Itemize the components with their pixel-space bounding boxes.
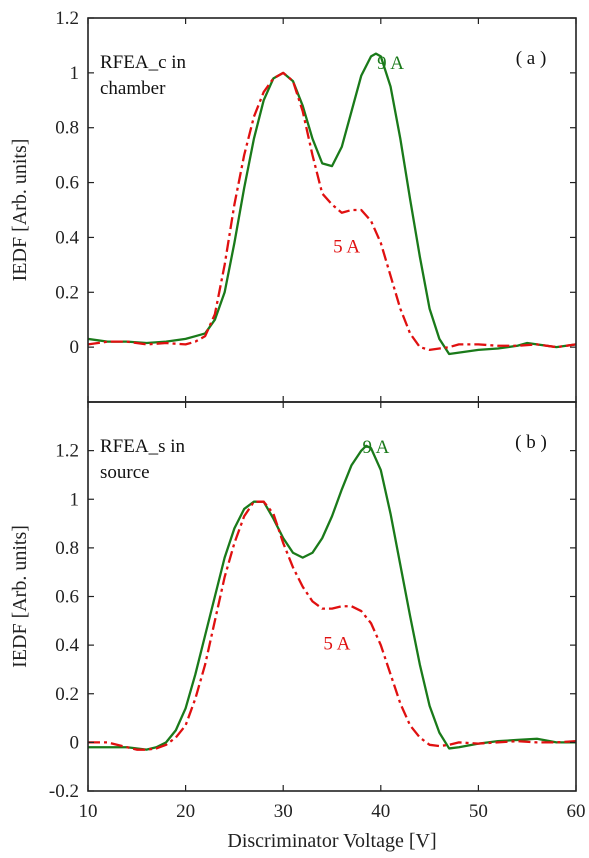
- x-tick-label: 30: [274, 801, 293, 822]
- y-tick-label: 0.6: [55, 173, 79, 194]
- y-tick-label: 0.2: [55, 684, 79, 705]
- series-label-9a: 9 A: [377, 53, 404, 74]
- x-tick-label: 10: [79, 801, 98, 822]
- series-label-9a: 9 A: [362, 437, 389, 458]
- y-tick-label: 0.4: [55, 227, 79, 248]
- y-axis-label: IEDF [Arb. units]: [9, 139, 31, 282]
- x-tick-label: 50: [469, 801, 488, 822]
- y-axis-label: IEDF [Arb. units]: [9, 525, 31, 668]
- x-tick-label: 40: [371, 801, 390, 822]
- panel-annotation-line: chamber: [100, 78, 166, 99]
- series-line-9a: [88, 444, 576, 751]
- x-tick-label: 20: [176, 801, 195, 822]
- y-tick-label: 0.8: [55, 538, 79, 559]
- panel-a: 9 A 5 A 0 0.2 0.4 0.6 0.8 1 1.2 IEDF [Arb. units]…: [9, 8, 577, 403]
- plot-frame: [87, 401, 577, 792]
- panel-label: ( a ): [516, 48, 547, 69]
- panel-b: 9 A 5 A -0.2 0 0.2 0.4 0.6 0.8 1 1.2 10 20 30 40 50 60 I…: [9, 401, 586, 852]
- y-tick-label: 0: [70, 337, 80, 358]
- y-tick-label: 0.2: [55, 282, 79, 303]
- series-line-5a: [88, 500, 576, 751]
- series-label-5a: 5 A: [323, 634, 350, 655]
- y-tick-label: 1: [70, 489, 80, 510]
- y-tick-label: 0.6: [55, 587, 79, 608]
- y-tick-label: 1.2: [55, 441, 79, 462]
- y-tick-label: 0.8: [55, 118, 79, 139]
- series-line-5a: [88, 71, 576, 352]
- panel-annotation-line: RFEA_s in: [100, 436, 185, 457]
- y-tick-label: 1.2: [55, 8, 79, 29]
- y-tick-label: -0.2: [49, 781, 79, 802]
- series-line-9a: [88, 52, 576, 356]
- y-tick-label: 0: [70, 732, 80, 753]
- x-tick-label: 60: [567, 801, 586, 822]
- y-tick-label: 1: [70, 63, 80, 84]
- x-axis-label: Discriminator Voltage [V]: [227, 830, 436, 852]
- series-label-5a: 5 A: [333, 237, 360, 258]
- panel-annotation-line: source: [100, 462, 150, 483]
- panel-label: ( b ): [515, 432, 547, 453]
- panel-annotation-line: RFEA_c in: [100, 52, 187, 73]
- y-tick-label: 0.4: [55, 635, 79, 656]
